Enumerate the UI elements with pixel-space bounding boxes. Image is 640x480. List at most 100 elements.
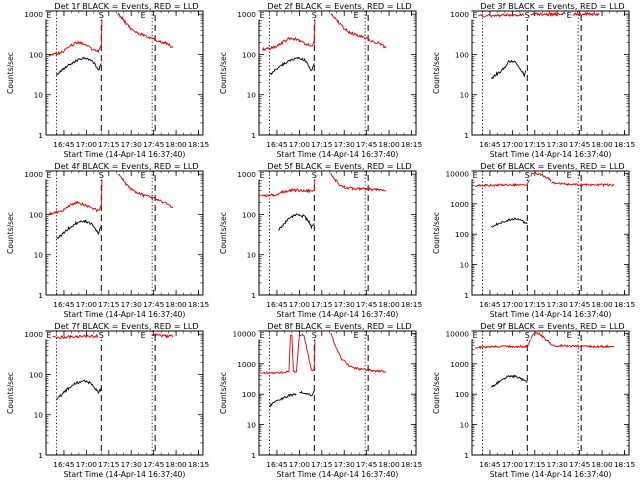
x-tick-label: 17:00 (289, 460, 311, 469)
y-axis-label: Counts/sec (432, 372, 441, 414)
panel-title: Det 3f BLACK = Events, RED = LLD (480, 1, 624, 11)
marker-label-e: E (472, 171, 477, 180)
y-tick-label: 10000 (445, 169, 469, 178)
marker-label-bg (139, 171, 147, 180)
y-tick-label: 10 (247, 251, 257, 260)
events-series-line (56, 56, 102, 76)
x-tick-label: 17:45 (143, 460, 165, 469)
y-tick-label: 1000 (237, 170, 256, 179)
y-tick-label: 1000 (450, 10, 469, 19)
y-axis-label: Counts/sec (6, 52, 15, 94)
marker-label-bg (45, 171, 53, 180)
events-series-line (56, 379, 102, 400)
x-tick-label: 18:00 (165, 140, 187, 149)
marker-label-bg (97, 171, 105, 180)
marker-label-bg (352, 11, 360, 20)
marker-label-bg (471, 171, 479, 180)
x-tick-label: 18:15 (401, 460, 423, 469)
panel-title: Det 9f BLACK = Events, RED = LLD (480, 321, 624, 331)
marker-label-bg (471, 331, 479, 340)
x-tick-label: 17:00 (76, 460, 98, 469)
x-tick-label: 17:30 (547, 460, 569, 469)
y-axis-label: Counts/sec (432, 212, 441, 254)
panel-2: Det 2f BLACK = Events, RED = LLD 1 10 100 10… (219, 1, 423, 159)
x-tick-label: 17:45 (143, 140, 165, 149)
marker-label-s: S (99, 331, 104, 340)
lld-series-line (117, 174, 174, 208)
x-tick-label: 17:45 (569, 300, 591, 309)
x-tick-label: 17:30 (547, 140, 569, 149)
y-tick-label: 10 (34, 411, 44, 420)
x-tick-label: 18:15 (188, 140, 210, 149)
panel-title: Det 2f BLACK = Events, RED = LLD (267, 1, 411, 11)
marker-label-e: E (472, 331, 477, 340)
lld-series-line (550, 343, 615, 349)
marker-label-bg (97, 331, 105, 340)
marker-label-bg (258, 171, 266, 180)
marker-label-bg (45, 11, 53, 20)
y-tick-label: 10 (34, 91, 44, 100)
x-tick-label: 17:45 (569, 460, 591, 469)
x-tick-label: 16:45 (266, 300, 288, 309)
x-tick-label: 17:45 (356, 460, 378, 469)
lld-series-line (551, 181, 615, 188)
panel-4: Det 4f BLACK = Events, RED = LLD 1 10 100 10… (6, 161, 209, 319)
x-axis-label: Start Time (14-Apr-14 16:37:40) (490, 150, 612, 159)
y-tick-label: 10 (460, 421, 470, 430)
marker-label-s: S (525, 331, 530, 340)
y-tick-label: 100 (242, 210, 256, 219)
lld-series-line (261, 174, 316, 198)
x-tick-label: 17:15 (98, 300, 120, 309)
marker-label-e: E (259, 331, 264, 340)
marker-label-bg (523, 331, 531, 340)
x-tick-label: 17:30 (121, 140, 143, 149)
panel-title: Det 1f BLACK = Events, RED = LLD (54, 1, 198, 11)
marker-label-bg (139, 331, 147, 340)
y-tick-label: 10000 (232, 329, 256, 338)
x-tick-label: 18:00 (591, 460, 613, 469)
marker-label-e: E (259, 11, 264, 20)
marker-label-bg (310, 171, 318, 180)
lld-series-line (117, 13, 174, 49)
marker-label-s: S (312, 331, 317, 340)
marker-label-bg (310, 331, 318, 340)
panel-9: Det 9f BLACK = Events, RED = LLD 1 10 100 10… (432, 321, 636, 479)
y-tick-label: 10 (460, 261, 470, 270)
y-tick-label: 1 (38, 451, 43, 460)
y-tick-label: 1 (464, 451, 469, 460)
plot-frame (45, 330, 204, 456)
lld-series-line (151, 332, 174, 339)
panel-title: Det 5f BLACK = Events, RED = LLD (267, 161, 411, 171)
lld-series-line (261, 333, 316, 375)
marker-label-bg (310, 11, 318, 20)
x-tick-label: 18:15 (614, 140, 636, 149)
y-tick-label: 10 (247, 91, 257, 100)
y-tick-label: 100 (242, 50, 256, 59)
panel-title: Det 7f BLACK = Events, RED = LLD (54, 321, 198, 331)
lld-series-line (48, 332, 102, 340)
marker-label-e: E (354, 171, 359, 180)
y-tick-label: 1 (38, 291, 43, 300)
marker-label-bg (352, 171, 360, 180)
marker-label-bg (258, 11, 266, 20)
x-tick-label: 17:15 (524, 460, 546, 469)
lld-series-line (48, 175, 103, 216)
lld-series-line (48, 15, 103, 57)
marker-label-e: E (354, 11, 359, 20)
x-tick-label: 18:15 (614, 460, 636, 469)
x-tick-label: 18:15 (401, 140, 423, 149)
x-tick-label: 16:45 (53, 140, 75, 149)
x-tick-label: 17:30 (334, 140, 356, 149)
marker-label-e: E (472, 11, 477, 20)
x-tick-label: 18:00 (591, 140, 613, 149)
y-tick-label: 100 (455, 230, 469, 239)
x-tick-label: 17:15 (98, 460, 120, 469)
x-tick-label: 17:00 (502, 140, 524, 149)
lld-series-line (330, 332, 387, 373)
marker-label-e: E (259, 171, 264, 180)
x-axis-label: Start Time (14-Apr-14 16:37:40) (490, 310, 612, 319)
events-series-line (491, 374, 528, 388)
x-tick-label: 17:45 (356, 300, 378, 309)
marker-label-e: E (354, 331, 359, 340)
x-tick-label: 17:00 (76, 300, 98, 309)
